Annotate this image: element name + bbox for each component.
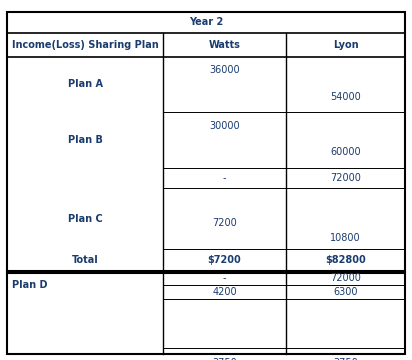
Text: 36000: 36000	[209, 66, 240, 76]
Text: Plan D: Plan D	[12, 280, 47, 290]
Text: 3750: 3750	[212, 357, 237, 360]
Text: 3750: 3750	[333, 357, 358, 360]
Text: 30000: 30000	[209, 121, 240, 131]
Text: Plan C: Plan C	[68, 213, 103, 224]
Text: -: -	[223, 173, 226, 183]
Text: $7200: $7200	[208, 255, 241, 265]
Text: Total: Total	[72, 255, 98, 265]
Text: Watts: Watts	[208, 40, 241, 50]
Text: 7200: 7200	[212, 219, 237, 228]
Text: Plan A: Plan A	[68, 80, 103, 89]
Text: Lyon: Lyon	[332, 40, 358, 50]
Text: 60000: 60000	[330, 148, 361, 157]
Text: 54000: 54000	[330, 92, 361, 102]
Text: 72000: 72000	[330, 173, 361, 183]
Text: Income(Loss) Sharing Plan: Income(Loss) Sharing Plan	[12, 40, 159, 50]
Text: 4200: 4200	[212, 287, 237, 297]
Text: 72000: 72000	[330, 273, 361, 283]
Text: Plan B: Plan B	[68, 135, 103, 145]
Text: Year 2: Year 2	[189, 17, 223, 27]
Text: $82800: $82800	[325, 255, 366, 265]
Text: 6300: 6300	[333, 287, 358, 297]
Text: -: -	[223, 273, 226, 283]
Text: 10800: 10800	[330, 233, 361, 243]
